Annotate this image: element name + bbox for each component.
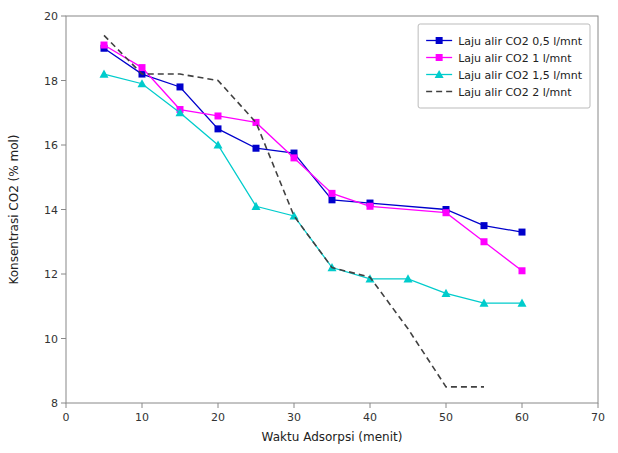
y-tick — [61, 16, 66, 17]
x-tick — [218, 403, 219, 408]
y-tick — [61, 274, 66, 275]
y-tick-label: 12 — [44, 268, 58, 281]
point — [215, 112, 222, 119]
y-tick-label: 16 — [44, 139, 58, 152]
legend-frame — [418, 24, 590, 108]
point — [329, 190, 336, 197]
x-tick-label: 60 — [515, 411, 529, 424]
point — [519, 267, 526, 274]
axes: 0 10 20 30 40 50 60 70 8 10 12 14 16 18 20 — [44, 10, 605, 424]
point — [215, 125, 222, 132]
point — [519, 229, 526, 236]
x-tick — [370, 403, 371, 408]
point — [100, 70, 109, 78]
legend-swatch — [426, 91, 452, 93]
legend-label: Laju alir CO2 0,5 l/mnt — [458, 35, 583, 48]
point — [290, 211, 299, 219]
x-tick-label: 50 — [439, 411, 453, 424]
legend-marker — [436, 54, 443, 61]
y-tick — [61, 209, 66, 210]
y-tick — [61, 145, 66, 146]
chart: 0 10 20 30 40 50 60 70 8 10 12 14 16 18 20 Waktu Adsorp… — [0, 0, 618, 453]
point — [177, 83, 184, 90]
legend-label: Laju alir CO2 2 l/mnt — [458, 86, 572, 99]
point — [139, 64, 146, 71]
y-tick — [61, 403, 66, 404]
legend-label: Laju alir CO2 1 l/mnt — [458, 52, 572, 65]
point — [214, 141, 223, 149]
y-tick — [61, 338, 66, 339]
legend-marker — [435, 70, 444, 78]
x-tick-label: 70 — [591, 411, 605, 424]
y-tick — [61, 80, 66, 81]
x-tick-label: 40 — [363, 411, 377, 424]
y-tick-label: 20 — [44, 10, 58, 23]
y-tick-label: 14 — [44, 204, 58, 217]
point — [481, 238, 488, 245]
x-tick — [142, 403, 143, 408]
x-tick-label: 20 — [211, 411, 225, 424]
y-tick-label: 10 — [44, 333, 58, 346]
point — [291, 154, 298, 161]
x-tick-label: 10 — [135, 411, 149, 424]
point — [481, 222, 488, 229]
point — [404, 274, 413, 282]
point — [101, 42, 108, 49]
y-tick-label: 8 — [51, 397, 58, 410]
plot-frame — [66, 16, 598, 403]
x-tick-label: 0 — [63, 411, 70, 424]
x-tick — [598, 403, 599, 408]
point — [480, 299, 489, 307]
x-axis-label: Waktu Adsorpsi (menit) — [262, 430, 403, 444]
x-tick — [66, 403, 67, 408]
x-tick — [294, 403, 295, 408]
point — [442, 289, 451, 297]
y-tick-label: 18 — [44, 75, 58, 88]
legend-label: Laju alir CO2 1,5 l/mnt — [458, 69, 583, 82]
point — [176, 108, 185, 116]
point — [367, 203, 374, 210]
point — [443, 209, 450, 216]
point — [329, 196, 336, 203]
point — [518, 299, 527, 307]
x-tick — [446, 403, 447, 408]
x-tick-label: 30 — [287, 411, 301, 424]
point — [253, 145, 260, 152]
point — [252, 202, 261, 210]
point — [138, 79, 147, 87]
y-axis-label: Konsentrasi CO2 (% mol) — [7, 134, 21, 284]
x-tick — [522, 403, 523, 408]
legend: Laju alir CO2 0,5 l/mnt Laju alir CO2 1 l… — [418, 24, 590, 108]
legend-marker — [436, 37, 443, 44]
